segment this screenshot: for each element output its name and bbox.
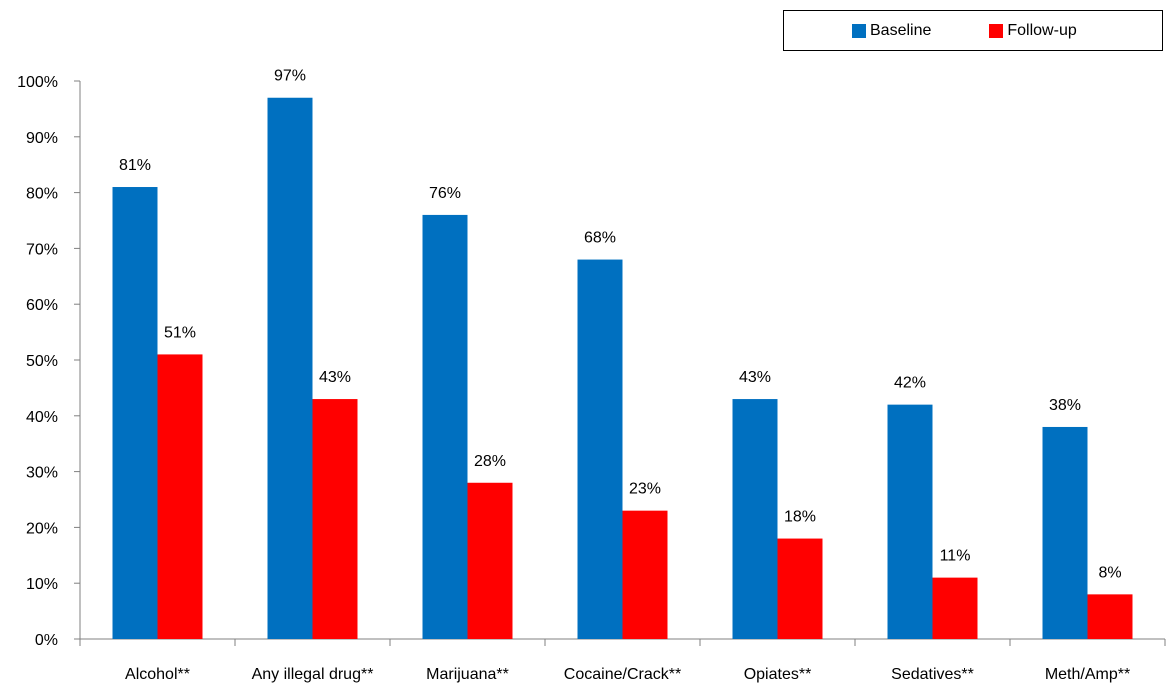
x-tick-label: Alcohol** [125, 666, 190, 683]
data-label-follow-up: 43% [319, 369, 351, 386]
y-tick-label: 50% [26, 353, 58, 370]
data-label-baseline: 76% [429, 185, 461, 202]
y-tick-label: 80% [26, 186, 58, 203]
bar-baseline [732, 399, 778, 639]
x-tick-label: Meth/Amp** [1045, 666, 1130, 683]
data-label-baseline: 38% [1049, 397, 1081, 414]
y-tick-label: 70% [26, 241, 58, 258]
bar-follow-up [622, 510, 668, 639]
bar-baseline [112, 187, 158, 639]
data-label-baseline: 43% [739, 369, 771, 386]
bar-baseline [887, 404, 933, 639]
y-tick-label: 20% [26, 520, 58, 537]
y-tick-label: 100% [17, 74, 58, 91]
data-label-baseline: 42% [894, 375, 926, 392]
bar-follow-up [157, 354, 203, 639]
x-tick-label: Cocaine/Crack** [564, 666, 681, 683]
bar-follow-up [932, 577, 978, 639]
y-tick-label: 0% [35, 632, 58, 649]
data-label-baseline: 97% [274, 68, 306, 85]
y-tick-label: 90% [26, 130, 58, 147]
legend-item-follow-up: Follow-up [989, 21, 1077, 40]
legend-swatch-follow-up [989, 23, 1004, 38]
data-labels: 81% 51% 97% 43% 76% 28% 68% 23% 43% 18% 42% 11% 38% 8… [119, 68, 1122, 582]
legend-swatch-baseline [852, 23, 866, 38]
bar-follow-up [1087, 594, 1133, 639]
y-tick-label: 40% [26, 409, 58, 426]
data-label-follow-up: 18% [784, 509, 816, 526]
data-label-baseline: 81% [119, 157, 151, 174]
bar-baseline [1042, 426, 1088, 639]
bar-baseline [577, 259, 623, 639]
x-tick-label: Marijuana** [426, 666, 509, 683]
y-tick-label: 30% [26, 465, 58, 482]
data-label-follow-up: 23% [629, 481, 661, 498]
legend-label-follow-up: Follow-up [1007, 21, 1077, 39]
y-tick-label: 60% [26, 297, 58, 314]
x-tick-label: Any illegal drug** [252, 666, 374, 683]
bars [112, 97, 1133, 640]
bar-follow-up [312, 399, 358, 639]
data-label-follow-up: 28% [474, 453, 506, 470]
y-tick-label: 10% [26, 576, 58, 593]
data-label-baseline: 68% [584, 230, 616, 247]
axes: 0% 10% 20% 30% 40% 50% 60% 70% 80% 90% 100% Alcohol… [17, 74, 1166, 683]
x-tick-label: Opiates** [744, 666, 812, 683]
bar-baseline [267, 97, 313, 640]
bar-follow-up [467, 482, 513, 639]
bar-follow-up [777, 538, 823, 639]
data-label-follow-up: 8% [1098, 564, 1121, 581]
x-tick-label: Sedatives** [891, 666, 974, 683]
legend-label-baseline: Baseline [870, 21, 932, 39]
legend-item-baseline: Baseline [852, 22, 931, 40]
bar-baseline [422, 214, 468, 640]
data-label-follow-up: 51% [164, 324, 196, 341]
data-label-follow-up: 11% [940, 548, 971, 565]
legend: Baseline Follow-up [783, 10, 1163, 51]
